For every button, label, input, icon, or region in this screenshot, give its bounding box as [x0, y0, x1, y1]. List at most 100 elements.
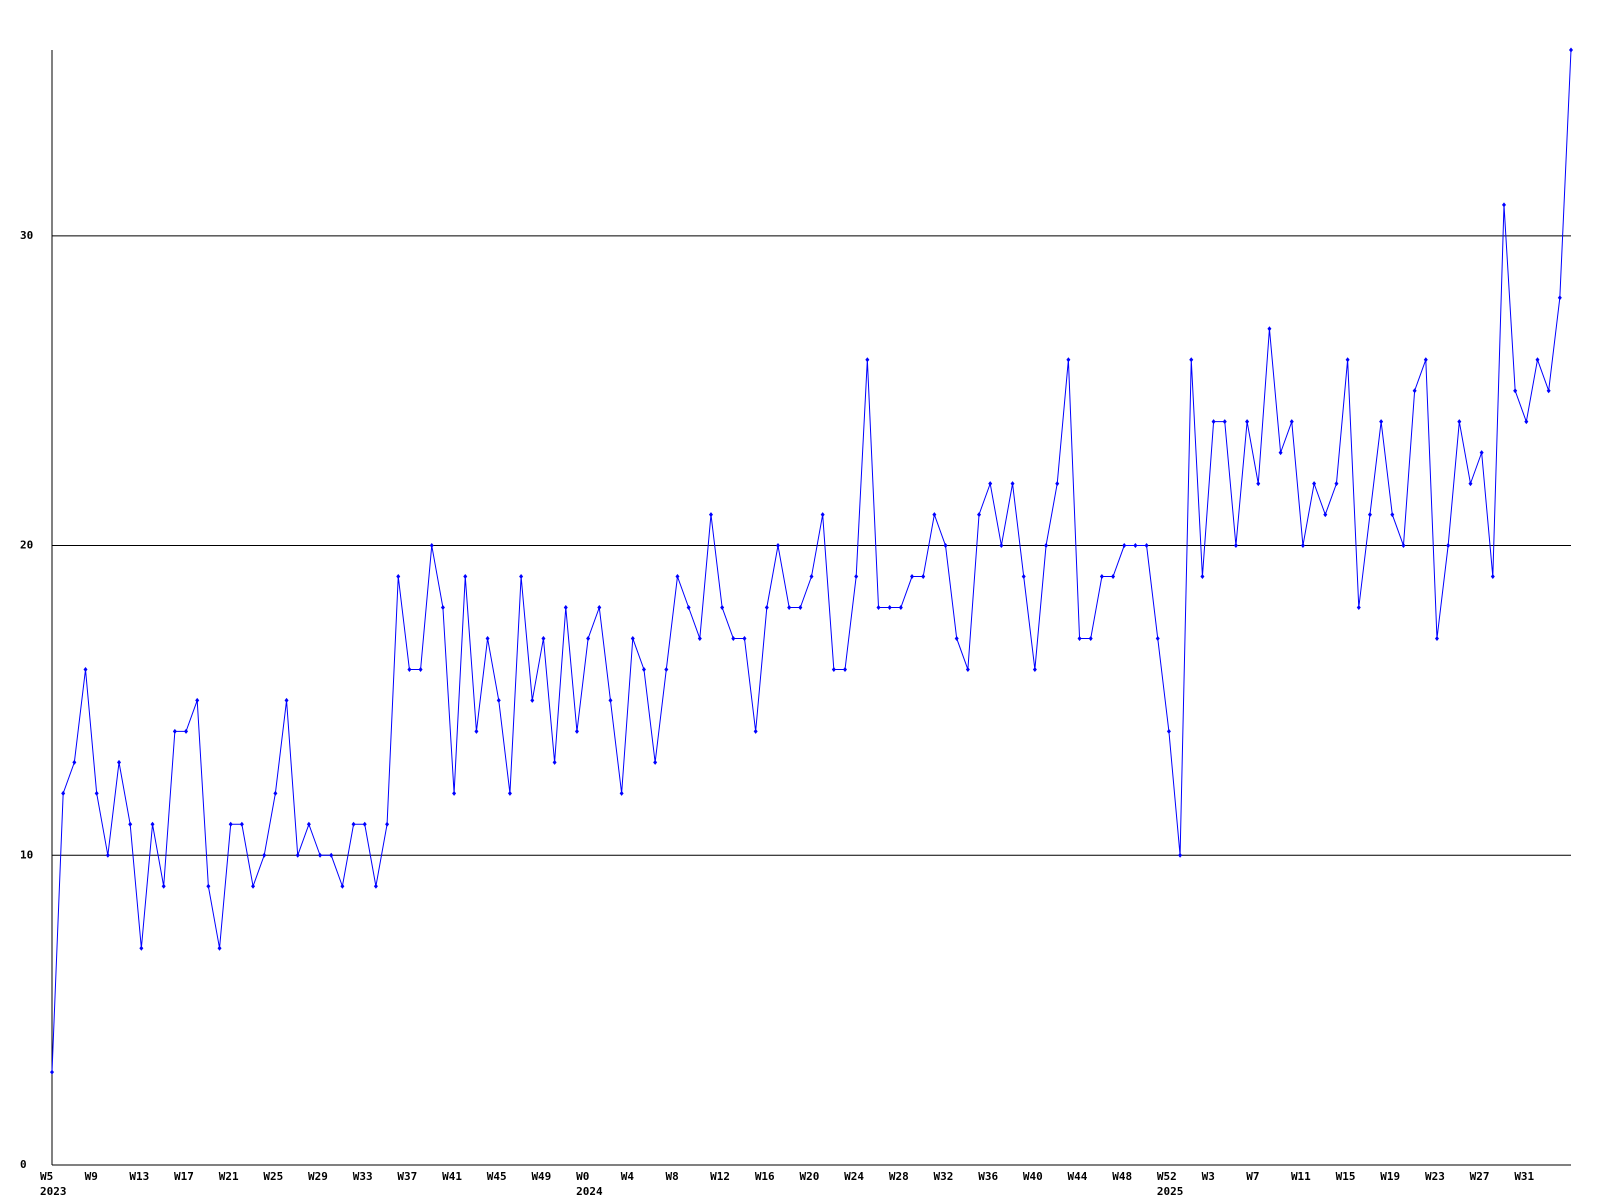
point	[1524, 419, 1529, 425]
x-tick-label: W33	[353, 1170, 373, 1183]
point	[1267, 326, 1272, 332]
x-tick-label: W11	[1291, 1170, 1311, 1183]
x-tick-label: W37	[397, 1170, 417, 1183]
point	[686, 605, 691, 610]
point	[530, 697, 535, 703]
point	[150, 821, 155, 827]
point	[1345, 357, 1350, 363]
point	[1189, 357, 1194, 363]
point	[429, 543, 434, 549]
x-tick-label: W9	[85, 1170, 98, 1183]
point	[619, 790, 624, 796]
point	[1099, 574, 1104, 580]
point	[61, 790, 66, 796]
x-tick-label: W24	[844, 1170, 864, 1183]
x-tick-label: W31	[1514, 1170, 1534, 1183]
x-tick-label: W8	[665, 1170, 678, 1183]
point	[1066, 357, 1071, 363]
x-tick-label: W36	[978, 1170, 998, 1183]
point	[720, 605, 725, 610]
point	[1490, 574, 1495, 580]
point	[1211, 419, 1216, 425]
point	[239, 821, 244, 827]
point	[831, 666, 836, 672]
point	[519, 574, 524, 580]
point	[172, 728, 177, 734]
point	[742, 635, 747, 641]
point	[898, 605, 903, 610]
point	[641, 666, 646, 672]
point	[340, 883, 345, 889]
point	[988, 481, 993, 487]
point	[563, 605, 568, 610]
x-tick-label: W7	[1246, 1170, 1259, 1183]
point	[1535, 357, 1540, 363]
point	[1010, 481, 1015, 487]
point	[139, 945, 144, 951]
x-tick-label: W27	[1470, 1170, 1490, 1183]
x-year-label: 2024	[576, 1185, 603, 1198]
point	[1423, 357, 1428, 363]
point	[463, 574, 468, 580]
point	[1200, 574, 1205, 580]
point	[630, 635, 635, 641]
point	[1356, 605, 1361, 610]
x-year-label: 2025	[1157, 1185, 1184, 1198]
y-tick-label: 0	[20, 1158, 27, 1171]
point	[552, 759, 557, 765]
point	[1446, 543, 1451, 549]
point	[1401, 543, 1406, 549]
point	[72, 759, 77, 765]
point	[1233, 543, 1238, 549]
point	[228, 821, 233, 827]
point	[775, 543, 780, 549]
point	[161, 883, 166, 889]
point	[653, 759, 658, 765]
point	[865, 357, 870, 363]
x-tick-label: W45	[487, 1170, 507, 1183]
point	[83, 666, 88, 672]
point	[708, 512, 713, 518]
point	[351, 821, 356, 827]
point	[496, 697, 501, 703]
point	[753, 728, 758, 734]
point	[1144, 543, 1149, 549]
point	[597, 605, 602, 610]
point	[1390, 512, 1395, 518]
point	[206, 883, 211, 889]
point	[1468, 481, 1473, 487]
point	[1289, 419, 1294, 425]
point	[1367, 512, 1372, 518]
x-tick-label: W23	[1425, 1170, 1445, 1183]
point	[1133, 543, 1138, 549]
point	[273, 790, 278, 796]
point	[474, 728, 479, 734]
point	[295, 852, 300, 858]
point	[608, 697, 613, 703]
point	[440, 605, 445, 610]
point	[764, 605, 769, 610]
point	[1379, 419, 1384, 425]
point	[820, 512, 825, 518]
point	[1178, 852, 1183, 858]
point	[1569, 47, 1573, 53]
point	[943, 543, 948, 549]
point	[1334, 481, 1339, 487]
point	[1278, 450, 1283, 456]
x-year-label: 2023	[40, 1185, 67, 1198]
point	[1479, 450, 1484, 456]
point	[876, 605, 881, 610]
point	[1412, 388, 1417, 394]
point	[1222, 419, 1227, 425]
point	[664, 666, 669, 672]
point	[1155, 635, 1160, 641]
x-tick-label: W28	[889, 1170, 909, 1183]
point	[50, 1069, 54, 1075]
point	[329, 852, 334, 858]
point	[105, 852, 110, 858]
x-tick-label: W20	[800, 1170, 820, 1183]
point	[407, 666, 412, 672]
line	[51, 49, 1572, 1073]
point	[1513, 388, 1518, 394]
